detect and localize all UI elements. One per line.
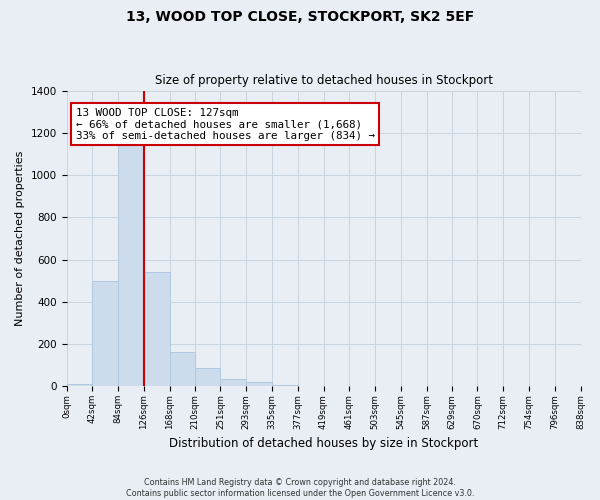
Bar xyxy=(118,144,144,386)
Bar xyxy=(246,382,272,386)
Text: Contains HM Land Registry data © Crown copyright and database right 2024.
Contai: Contains HM Land Registry data © Crown c… xyxy=(126,478,474,498)
Bar xyxy=(67,384,92,386)
Title: Size of property relative to detached houses in Stockport: Size of property relative to detached ho… xyxy=(155,74,493,87)
Text: 13, WOOD TOP CLOSE, STOCKPORT, SK2 5EF: 13, WOOD TOP CLOSE, STOCKPORT, SK2 5EF xyxy=(126,10,474,24)
Bar xyxy=(272,385,298,386)
X-axis label: Distribution of detached houses by size in Stockport: Distribution of detached houses by size … xyxy=(169,437,478,450)
Bar xyxy=(144,272,170,386)
Y-axis label: Number of detached properties: Number of detached properties xyxy=(15,151,25,326)
Bar xyxy=(170,352,196,386)
Bar xyxy=(196,368,220,386)
Bar xyxy=(220,379,246,386)
Text: 13 WOOD TOP CLOSE: 127sqm
← 66% of detached houses are smaller (1,668)
33% of se: 13 WOOD TOP CLOSE: 127sqm ← 66% of detac… xyxy=(76,108,375,141)
Bar xyxy=(92,280,118,386)
